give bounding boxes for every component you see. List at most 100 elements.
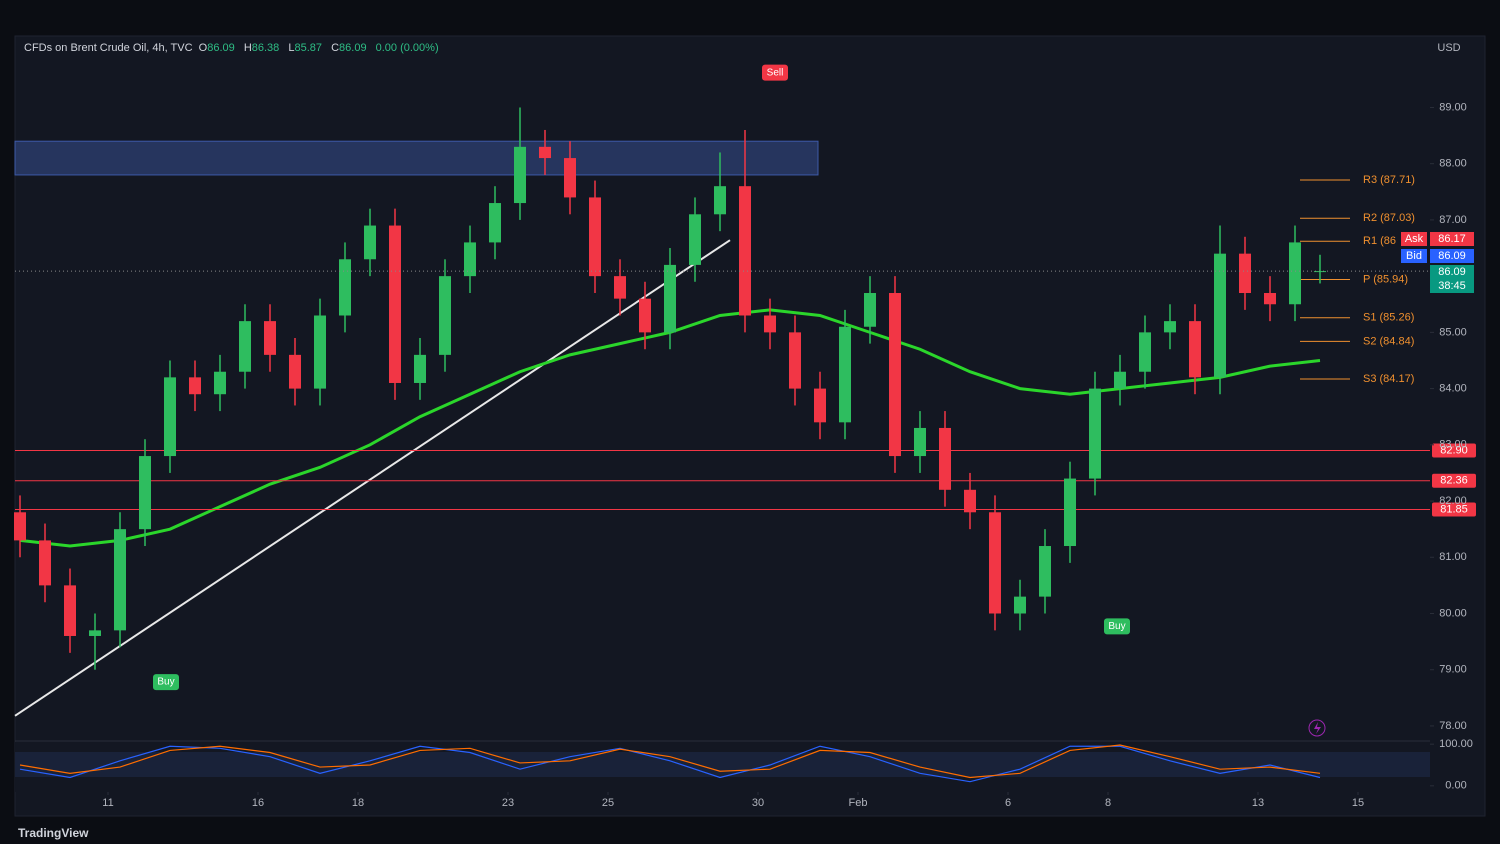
signal-tag (153, 674, 179, 691)
candle-body (639, 298, 651, 333)
pivot-label: S2 (84.84) (1363, 335, 1414, 347)
x-tick-label: 30 (752, 797, 764, 809)
level-label: 82.36 (1440, 475, 1468, 487)
candle-body (789, 332, 801, 389)
candle-body (314, 315, 326, 389)
candle-body (189, 377, 201, 395)
x-tick-label: 11 (102, 797, 113, 809)
alert-icon[interactable] (1308, 719, 1326, 737)
candle-body (14, 512, 26, 541)
oscillator-band (15, 752, 1430, 777)
candle-body (139, 456, 151, 530)
ohlc-key: L (288, 42, 295, 54)
chart-panel (14, 35, 1486, 817)
candle-body (939, 427, 951, 490)
y-tick-label: 87.00 (1439, 214, 1467, 226)
signal-tag (1104, 618, 1130, 635)
ohlc-value: 85.87 (294, 42, 323, 54)
header: CFDs on Brent Crude Oil, 4h, TVC O86.09 … (24, 42, 445, 54)
ask-value: 86.17 (1438, 233, 1466, 245)
bid-box (1430, 249, 1474, 263)
candle-body (664, 264, 676, 333)
candle-body (164, 377, 176, 457)
candle-body (589, 197, 601, 277)
candle-body (564, 158, 576, 198)
y-tick-label: 83.00 (1439, 439, 1467, 451)
candle-body (1089, 388, 1101, 479)
level-tag (1432, 443, 1476, 458)
bid-label: Bid (1406, 250, 1422, 262)
bid-tag (1401, 249, 1427, 263)
candle-body (739, 186, 751, 316)
signal-label: Sell (767, 67, 784, 78)
candle-body (1064, 478, 1076, 547)
signal-label: Buy (1108, 621, 1125, 632)
signal-tag (762, 64, 788, 81)
x-tick-label: Feb (849, 797, 868, 809)
osc-line (19, 744, 1321, 779)
bid-value: 86.09 (1438, 250, 1466, 262)
y-tick-label: 80.00 (1439, 607, 1467, 619)
candle-body (1214, 253, 1226, 378)
ask-tag (1401, 232, 1427, 246)
candle-body (464, 242, 476, 277)
y-tick-label: 88.00 (1439, 158, 1467, 170)
candle-body (389, 225, 401, 383)
candle-body (964, 489, 976, 513)
level-tag (1432, 502, 1476, 517)
countdown: 38:45 (1438, 280, 1466, 292)
candle-body (1014, 596, 1026, 614)
x-tick-label: 16 (252, 797, 264, 809)
candle-body (1289, 242, 1301, 305)
candle-body (814, 388, 826, 423)
x-tick-label: 23 (502, 797, 514, 809)
level-label: 81.85 (1440, 503, 1468, 515)
ohlc-value: 86.09 (207, 42, 235, 54)
candle-body (689, 214, 701, 265)
last-value: 86.09 (1438, 266, 1466, 278)
y-tick-label: 78.00 (1439, 720, 1467, 732)
candle-body (214, 371, 226, 395)
ohlc-key: O (198, 42, 208, 54)
candle-body (839, 326, 851, 423)
trendline (14, 239, 731, 717)
y-tick-label: 89.00 (1439, 101, 1467, 113)
brand[interactable]: TradingView (18, 826, 89, 840)
x-tick-label: 18 (352, 797, 364, 809)
y-tick-label: 81.00 (1439, 551, 1467, 563)
ohlc-key: H (243, 42, 252, 54)
candle-body (64, 585, 76, 636)
symbol: CFDs on Brent Crude Oil, 4h, TVC (24, 42, 193, 54)
level-label: 82.90 (1440, 444, 1468, 456)
candle-body (1114, 371, 1126, 389)
osc-tick-label: 0.00 (1445, 780, 1466, 792)
ask-label: Ask (1405, 233, 1424, 245)
candle-body (989, 512, 1001, 614)
y-tick-label: 82.00 (1439, 495, 1467, 507)
candle-body (39, 540, 51, 586)
y-tick-label: 85.00 (1439, 326, 1467, 338)
supply-zone (14, 140, 819, 176)
alert-bolt (1314, 722, 1321, 734)
ohlc-value: 86.38 (251, 42, 280, 54)
x-tick-label: 25 (602, 797, 614, 809)
candle-body (239, 321, 251, 372)
candle-body (264, 321, 276, 355)
y-tick-label: 84.00 (1439, 383, 1467, 395)
pivot-label: R2 (87.03) (1363, 212, 1415, 224)
x-tick-label: 15 (1352, 797, 1364, 809)
candle-body (514, 146, 526, 204)
candle-body (889, 293, 901, 457)
candle-body (1239, 253, 1251, 294)
candle-body (1164, 321, 1176, 333)
ask-box (1430, 232, 1474, 246)
x-tick-label: 13 (1252, 797, 1264, 809)
ohlc-value: 86.09 (339, 42, 367, 54)
change: 0.00 (0.00%) (375, 42, 439, 54)
candle-body (914, 427, 926, 457)
pivot-label: R3 (87.71) (1363, 174, 1415, 186)
candle-body (764, 315, 776, 333)
signal-label: Buy (157, 677, 174, 688)
